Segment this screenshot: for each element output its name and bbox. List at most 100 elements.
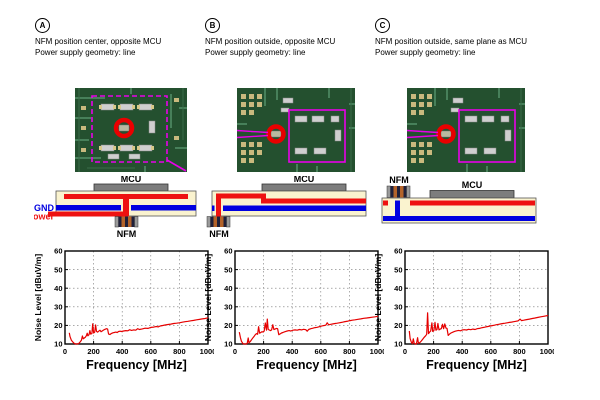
svg-text:30: 30: [394, 303, 402, 312]
mcu-label: MCU: [462, 180, 483, 190]
svg-text:20: 20: [224, 321, 232, 330]
panel-c: C NFM position outside, same plane as MC…: [370, 18, 554, 383]
svg-text:Frequency [MHz]: Frequency [MHz]: [256, 358, 357, 372]
pcb-pointer-line-bottom: [407, 134, 439, 139]
panel-c-caption-line2: Power supply geometry: line: [375, 47, 476, 57]
gnd-label: GND: [34, 203, 55, 213]
svg-text:10: 10: [394, 340, 402, 349]
svg-text:200: 200: [427, 347, 440, 356]
svg-text:600: 600: [315, 347, 328, 356]
svg-text:10: 10: [224, 340, 232, 349]
nfm-component: [386, 185, 411, 198]
svg-text:30: 30: [54, 303, 62, 312]
svg-text:10: 10: [54, 340, 62, 349]
svg-text:400: 400: [286, 347, 299, 356]
power-trace-inner: [261, 198, 366, 204]
nfm-highlight-circle: [436, 124, 456, 144]
svg-text:0: 0: [63, 347, 67, 356]
power-via-left: [216, 193, 221, 217]
panel-a-letter: A: [39, 21, 46, 30]
svg-text:Noise Level [dBuV/m]: Noise Level [dBuV/m]: [33, 254, 43, 342]
svg-text:60: 60: [224, 247, 232, 256]
noise-chart-b: 0 200 400 600 800 1000 10 20 30 40 50 60 Frequency […: [203, 247, 384, 372]
pcb-highlight-region: [288, 109, 346, 163]
pcb-components: [280, 97, 342, 155]
svg-text:600: 600: [485, 347, 498, 356]
svg-text:600: 600: [145, 347, 158, 356]
nfm-label: NFM: [389, 176, 409, 185]
gnd-plane-left: [212, 205, 215, 211]
panel-a-letter-badge: A: [35, 18, 50, 33]
svg-text:0: 0: [233, 347, 237, 356]
pcb-components: [99, 103, 156, 160]
mcu-label: MCU: [294, 176, 315, 184]
svg-text:40: 40: [54, 284, 62, 293]
svg-text:400: 400: [116, 347, 129, 356]
pcb-components: [450, 97, 512, 155]
panel-c-letter: C: [379, 21, 386, 30]
svg-text:50: 50: [224, 265, 232, 274]
svg-text:800: 800: [173, 347, 186, 356]
svg-text:60: 60: [54, 247, 62, 256]
svg-text:30: 30: [224, 303, 232, 312]
nfm-component: [114, 216, 139, 228]
cross-section-nfm-outside-opposite: MCU NFM: [206, 176, 367, 239]
svg-text:Frequency [MHz]: Frequency [MHz]: [86, 358, 187, 372]
power-trace-surface: [410, 200, 535, 206]
panel-c-letter-badge: C: [375, 18, 390, 33]
panel-a-caption: NFM position center, opposite MCU Power …: [35, 37, 161, 58]
noise-chart-a: 0 200 400 600 800 1000 10 20 30 40 50 60 Frequency […: [33, 247, 214, 372]
panel-c-caption: NFM position outside, same plane as MCU …: [375, 37, 527, 58]
svg-text:50: 50: [54, 265, 62, 274]
nfm-component: [206, 216, 231, 228]
nfm-highlight-circle: [113, 117, 135, 139]
pcb-photo-nfm-center: [75, 88, 187, 172]
panel-a: A NFM position center, opposite MCU Powe…: [30, 18, 214, 383]
power-trace-left-stub: [383, 200, 388, 206]
panel-b-letter-badge: B: [205, 18, 220, 33]
svg-text:20: 20: [54, 321, 62, 330]
nfm-label: NFM: [209, 229, 229, 239]
mcu-chip: [429, 190, 515, 199]
power-label: Power: [34, 212, 54, 222]
pcb-pointer-line-top: [237, 129, 269, 134]
nfm-highlight-circle: [266, 124, 286, 144]
noise-chart-c: 0 200 400 600 800 1000 10 20 30 40 50 60 Frequency […: [373, 247, 554, 372]
svg-text:Noise Level [dBuV/m]: Noise Level [dBuV/m]: [373, 254, 383, 342]
svg-text:20: 20: [394, 321, 402, 330]
pcb-pointer-line: [166, 159, 187, 172]
mcu-chip: [261, 183, 347, 192]
cross-section-nfm-center-opposite: MCU GND Power NFM: [34, 176, 197, 239]
mcu-chip: [93, 183, 169, 192]
pcb-photo-nfm-outside: [237, 88, 355, 172]
pcb-highlight-region: [458, 109, 516, 163]
panel-c-caption-line1: NFM position outside, same plane as MCU: [375, 37, 528, 46]
svg-text:800: 800: [513, 347, 526, 356]
panel-b: B NFM position outside, opposite MCU Pow…: [200, 18, 384, 383]
gnd-via: [395, 200, 400, 219]
svg-text:60: 60: [394, 247, 402, 256]
mcu-label: MCU: [121, 176, 142, 184]
panel-b-caption: NFM position outside, opposite MCU Power…: [205, 37, 335, 58]
svg-text:400: 400: [456, 347, 469, 356]
svg-text:800: 800: [343, 347, 356, 356]
cross-section-nfm-same-plane: NFM MCU: [381, 176, 537, 224]
svg-text:1000: 1000: [200, 347, 214, 356]
svg-text:1000: 1000: [540, 347, 554, 356]
pcb-pointer-line-bottom: [237, 134, 269, 139]
pcb-highlight-region: [91, 95, 168, 163]
panel-a-caption-line1: NFM position center, opposite MCU: [35, 37, 162, 46]
svg-text:Noise Level [dBuV/m]: Noise Level [dBuV/m]: [203, 254, 213, 342]
power-trace-surface: [216, 193, 266, 199]
svg-text:Frequency [MHz]: Frequency [MHz]: [426, 358, 527, 372]
nfm-label: NFM: [117, 229, 137, 239]
pcb-photo-nfm-outside: [407, 88, 525, 172]
power-via: [123, 194, 129, 216]
svg-text:1000: 1000: [370, 347, 384, 356]
panel-a-caption-line2: Power supply geometry: line: [35, 47, 136, 57]
gnd-plane-left: [56, 205, 121, 211]
svg-text:0: 0: [403, 347, 407, 356]
power-plane-bottom: [48, 211, 128, 217]
panel-b-letter: B: [209, 21, 216, 30]
svg-text:200: 200: [87, 347, 100, 356]
